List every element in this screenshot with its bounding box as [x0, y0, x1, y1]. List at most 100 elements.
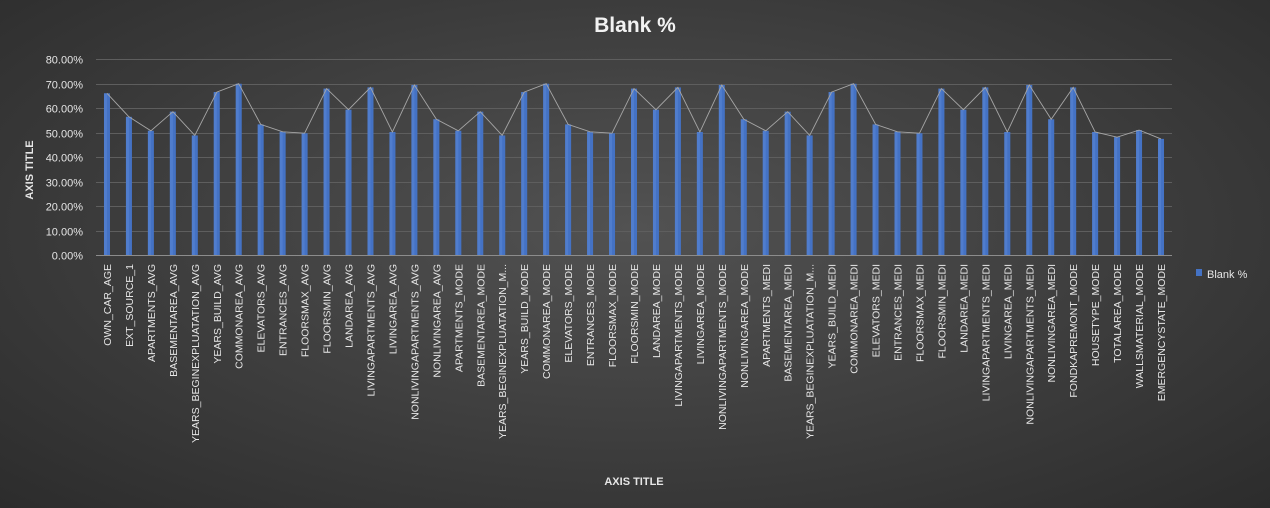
bar-highlight: [213, 92, 217, 255]
bar-highlight: [147, 130, 151, 255]
x-tick-label: LANDAREA_MODE: [651, 264, 663, 358]
y-tick-label: 50.00%: [46, 129, 84, 141]
bar-highlight: [1048, 119, 1052, 256]
x-tick-label: LIVINGAPARTMENTS_MEDI: [980, 264, 992, 401]
legend-label: Blank %: [1207, 269, 1248, 281]
x-tick-label: ELEVATORS_AVG: [256, 264, 268, 353]
x-tick-label: FLOORSMAX_MODE: [607, 264, 619, 367]
x-tick-label: YEARS_BEGINEXPLUATATION_M...: [497, 264, 509, 439]
chart-title: Blank %: [594, 14, 676, 37]
bar-highlight: [301, 133, 305, 255]
x-axis-title: AXIS TITLE: [604, 476, 663, 488]
x-tick-label: ENTRANCES_MEDI: [893, 264, 905, 361]
x-tick-label: LANDAREA_MEDI: [958, 264, 970, 353]
x-tick-label: BASEMENTAREA_AVG: [168, 264, 180, 377]
x-tick-label: WALLSMATERIAL_MODE: [1134, 264, 1146, 388]
x-tick-label: COMMONAREA_MODE: [541, 264, 553, 379]
series-trend-line: [106, 83, 1162, 140]
x-tick-label: FLOORSMIN_MODE: [629, 264, 641, 364]
x-tick-label: ENTRANCES_MODE: [585, 264, 597, 366]
bar-highlight: [652, 109, 656, 255]
bar-highlight: [543, 83, 547, 256]
x-tick-label: BASEMENTAREA_MEDI: [783, 264, 795, 382]
x-tick-label: LIVINGAPARTMENTS_MODE: [673, 264, 685, 407]
bar-highlight: [1070, 87, 1074, 255]
bar-highlight: [1004, 132, 1008, 255]
x-tick-label: COMMONAREA_AVG: [234, 264, 246, 369]
bar-highlight: [279, 131, 283, 255]
bar-highlight: [389, 132, 393, 255]
bar-highlight: [784, 111, 788, 255]
x-tick-label: NONLIVINGAPARTMENTS_MEDI: [1024, 264, 1036, 425]
y-tick-label: 60.00%: [46, 104, 84, 116]
bar-highlight: [718, 84, 722, 255]
bar-highlight: [103, 93, 107, 255]
x-tick-label: NONLIVINGAREA_MODE: [739, 264, 751, 388]
bar-highlight: [740, 119, 744, 256]
y-axis-title: AXIS TITLE: [24, 140, 36, 199]
x-tick-label: ENTRANCES_AVG: [278, 264, 290, 356]
bar-highlight: [1136, 130, 1140, 255]
y-tick-label: 80.00%: [46, 55, 84, 67]
x-tick-label: APARTMENTS_MODE: [453, 264, 465, 372]
x-tick-label: YEARS_BUILD_MEDI: [827, 264, 839, 368]
x-tick-label: YEARS_BUILD_MODE: [519, 264, 531, 374]
bar-highlight: [433, 119, 437, 256]
x-tick-label: FLOORSMIN_MEDI: [936, 264, 948, 359]
bar-highlight: [565, 124, 569, 255]
bar-highlight: [631, 88, 634, 256]
bar-highlight: [982, 87, 986, 255]
bar-highlight: [235, 83, 239, 256]
y-tick-label: 30.00%: [46, 178, 84, 190]
x-tick-label: EMERGENCYSTATE_MODE: [1156, 264, 1168, 401]
x-tick-label: LIVINGAREA_AVG: [387, 264, 399, 354]
bar-highlight: [455, 130, 459, 255]
series-line: [106, 83, 1162, 140]
bar-highlight: [345, 109, 349, 255]
bar-highlight: [477, 111, 481, 255]
x-tick-label: HOUSETYPE_MODE: [1090, 264, 1102, 366]
bar-highlight: [806, 135, 810, 255]
x-tick-label: LIVINGAREA_MODE: [695, 264, 707, 364]
x-tick-label: NONLIVINGAPARTMENTS_AVG: [409, 264, 421, 420]
bar-highlight: [411, 84, 415, 255]
x-tick-label: ELEVATORS_MEDI: [871, 264, 883, 357]
x-tick-label: LIVINGAREA_MEDI: [1002, 264, 1014, 359]
bar-highlight: [587, 131, 591, 255]
bar-highlight: [916, 133, 920, 255]
bar-highlight: [696, 132, 700, 255]
bar-highlight: [521, 92, 525, 255]
bar-highlight: [762, 130, 766, 255]
bar-highlight: [1026, 84, 1030, 255]
bar-highlight: [323, 88, 327, 256]
x-tick-label: BASEMENTAREA_MODE: [475, 264, 487, 387]
y-tick-label: 70.00%: [46, 80, 84, 92]
x-tick-label: COMMONAREA_MEDI: [849, 264, 861, 374]
x-tick-label: FONDKAPREMONT_MODE: [1068, 264, 1080, 398]
y-tick-label: 40.00%: [46, 153, 84, 165]
bar-highlight: [872, 124, 876, 255]
bar-highlight: [257, 124, 261, 255]
bar-highlight: [125, 116, 129, 255]
x-tick-label: OWN_CAR_AGE: [102, 264, 114, 346]
x-tick-label: YEARS_BEGINEXPLUATATION_M...: [805, 264, 817, 439]
bar-highlight: [499, 135, 503, 255]
bar-highlight: [169, 111, 173, 255]
x-tick-label: NONLIVINGAPARTMENTS_MODE: [717, 264, 729, 430]
x-axis-tick-labels: OWN_CAR_AGE EXT_SOURCE_1 APARTMENTS_AVG BAS…: [102, 264, 1168, 443]
bar-highlight: [960, 109, 964, 255]
x-tick-label: YEARS_BEGINEXPLUATATION_AVG: [190, 264, 202, 443]
bar-highlight: [1158, 138, 1162, 255]
x-tick-label: ELEVATORS_MODE: [563, 264, 575, 363]
legend-swatch: [1196, 269, 1202, 276]
bar-highlight: [191, 135, 195, 255]
bar-highlight: [609, 133, 613, 255]
y-tick-label: 10.00%: [46, 227, 84, 239]
y-tick-label: 20.00%: [46, 202, 84, 214]
x-tick-label: YEARS_BUILD_AVG: [212, 264, 224, 364]
x-tick-label: EXT_SOURCE_1: [124, 264, 136, 347]
y-tick-label: 0.00%: [52, 251, 83, 263]
x-tick-label: FLOORSMAX_MEDI: [915, 264, 927, 362]
x-tick-label: NONLIVINGAREA_MEDI: [1046, 264, 1058, 382]
